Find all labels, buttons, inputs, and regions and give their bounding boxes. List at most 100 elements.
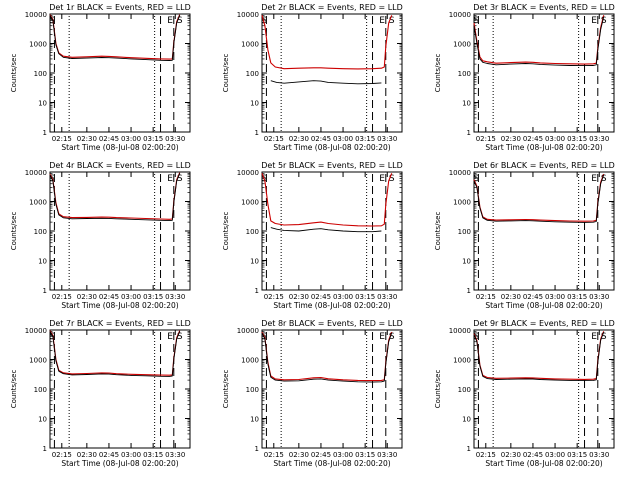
plot-frame [473, 329, 615, 449]
y-tick-label: 1000 [453, 41, 471, 49]
x-tick-label: 02:45 [523, 451, 543, 459]
end-marker: E [591, 16, 597, 26]
chart-panel-2: Det 2r BLACK = Events, RED = LLD 1 10 100 10… [222, 3, 403, 152]
x-tick-label: 03:00 [545, 293, 565, 301]
y-tick-label: 1000 [241, 357, 259, 365]
y-tick-label: 100 [458, 386, 471, 394]
series-line-events [473, 174, 605, 223]
x-tick-label: 03:15 [567, 135, 587, 143]
y-tick-label: 10000 [237, 11, 259, 19]
x-tick-label: 02:45 [523, 135, 543, 143]
chart-panel-6: Det 6r BLACK = Events, RED = LLD 1 10 100 10… [434, 161, 615, 310]
x-tick-label: 03:15 [567, 293, 587, 301]
x-tick-label: 02:30 [289, 451, 309, 459]
y-tick-label: 10 [38, 258, 47, 266]
end-marker: E [167, 16, 173, 26]
y-tick-label: 10 [250, 258, 259, 266]
y-tick-label: 10000 [237, 327, 259, 335]
series-line-events [270, 227, 382, 233]
y-tick-label: 1 [467, 445, 471, 453]
series-line-events [49, 331, 181, 377]
y-axis-label: Counts/sec [222, 54, 230, 93]
y-tick-label: 10000 [449, 169, 471, 177]
start-marker: S [261, 16, 267, 26]
x-axis-label: Start Time (08-Jul-08 02:00:20) [61, 459, 178, 468]
plot-frame [261, 13, 403, 133]
y-tick-label: 1 [43, 129, 47, 137]
x-tick-label: 02:45 [523, 293, 543, 301]
x-tick-label: 02:45 [311, 293, 331, 301]
series-line-events [261, 332, 393, 383]
chart-panel-7: Det 7r BLACK = Events, RED = LLD 1 10 100 10… [10, 319, 191, 468]
x-tick-label: 03:00 [545, 451, 565, 459]
x-tick-label: 02:15 [264, 135, 284, 143]
y-axis-label: Counts/sec [10, 54, 18, 93]
x-tick-label: 02:30 [501, 451, 521, 459]
chart-title: Det 6r BLACK = Events, RED = LLD [473, 161, 615, 170]
y-tick-label: 1000 [29, 199, 47, 207]
y-tick-label: 10 [462, 416, 471, 424]
x-tick-label: 03:00 [121, 451, 141, 459]
x-tick-label: 03:15 [355, 451, 375, 459]
x-tick-label: 03:15 [355, 135, 375, 143]
end-marker: E [591, 174, 597, 184]
plot-frame [261, 329, 403, 449]
y-tick-label: 100 [458, 228, 471, 236]
x-tick-label: 02:15 [52, 293, 72, 301]
x-tick-label: 02:15 [476, 293, 496, 301]
x-tick-label: 03:00 [333, 451, 353, 459]
x-tick-label: 02:45 [99, 293, 119, 301]
x-tick-label: 02:15 [52, 451, 72, 459]
y-axis-label: Counts/sec [222, 370, 230, 409]
x-tick-label: 02:30 [501, 293, 521, 301]
x-tick-label: 03:00 [333, 293, 353, 301]
y-tick-label: 100 [246, 386, 259, 394]
x-axis-label: Start Time (08-Jul-08 02:00:20) [485, 459, 602, 468]
y-tick-label: 10000 [25, 11, 47, 19]
x-tick-label: 03:30 [377, 135, 397, 143]
start-marker: S [177, 16, 183, 26]
x-tick-label: 03:30 [377, 293, 397, 301]
x-tick-label: 03:30 [589, 135, 609, 143]
x-tick-label: 03:15 [567, 451, 587, 459]
y-tick-label: 1 [255, 287, 259, 295]
y-tick-label: 100 [34, 70, 47, 78]
x-tick-label: 03:30 [165, 451, 185, 459]
y-axis-label: Counts/sec [434, 54, 442, 93]
chart-title: Det 1r BLACK = Events, RED = LLD [49, 3, 191, 12]
x-tick-label: 02:45 [99, 135, 119, 143]
start-marker: S [49, 332, 55, 342]
end-marker: E [591, 332, 597, 342]
x-tick-label: 02:45 [311, 135, 331, 143]
start-marker: S [473, 16, 479, 26]
y-tick-label: 10 [462, 100, 471, 108]
series-line-events [473, 16, 605, 67]
x-tick-label: 03:00 [121, 135, 141, 143]
x-axis-label: Start Time (08-Jul-08 02:00:20) [273, 459, 390, 468]
x-tick-label: 02:15 [476, 135, 496, 143]
y-tick-label: 10000 [25, 169, 47, 177]
x-tick-label: 03:30 [165, 293, 185, 301]
y-tick-label: 100 [458, 70, 471, 78]
start-marker: S [473, 332, 479, 342]
start-marker: S [389, 174, 395, 184]
end-marker: E [379, 16, 385, 26]
y-tick-label: 10000 [449, 327, 471, 335]
y-axis-label: Counts/sec [10, 212, 18, 251]
x-tick-label: 02:15 [264, 451, 284, 459]
series-line-events [49, 173, 181, 222]
y-tick-label: 1000 [453, 199, 471, 207]
y-tick-label: 1000 [453, 357, 471, 365]
plot-frame [49, 13, 191, 133]
chart-panel-3: Det 3r BLACK = Events, RED = LLD 1 10 100 10… [434, 3, 615, 152]
y-tick-label: 100 [246, 228, 259, 236]
y-tick-label: 1000 [29, 357, 47, 365]
start-marker: S [49, 16, 55, 26]
end-marker: E [167, 332, 173, 342]
end-marker: E [379, 174, 385, 184]
plot-frame [473, 13, 615, 133]
x-tick-label: 02:30 [501, 135, 521, 143]
x-tick-label: 02:30 [77, 451, 97, 459]
chart-title: Det 9r BLACK = Events, RED = LLD [473, 319, 615, 328]
